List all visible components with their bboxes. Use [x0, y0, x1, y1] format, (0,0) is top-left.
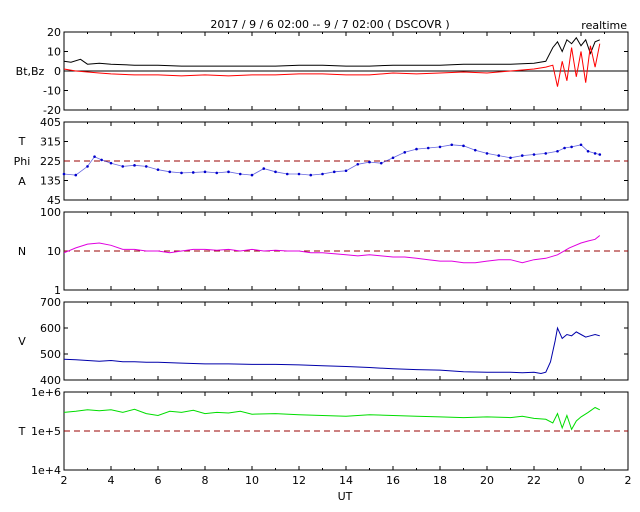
phi-trace: [63, 144, 600, 176]
phi-ytick-label: 315: [40, 136, 61, 149]
phi-ytick-label: 135: [40, 175, 61, 188]
density-ytick-label: 1: [54, 284, 61, 297]
bz-line: [63, 43, 601, 87]
magnetic-ytick-label: -10: [43, 85, 61, 98]
x-tick-label: 18: [433, 474, 447, 487]
bt-line: [63, 36, 600, 67]
phi-ytick-label: 45: [47, 194, 61, 207]
magnetic-ytick-label: 20: [47, 26, 61, 39]
chart-title: 2017 / 9 / 6 02:00 -- 9 / 7 02:00 ( DSCO…: [210, 18, 449, 31]
x-tick-label: 6: [155, 474, 162, 487]
x-tick-label: 12: [292, 474, 306, 487]
temperature-ytick-label: 1e+6: [31, 386, 61, 399]
phi-ylabel-line: Phi: [14, 155, 31, 168]
magnetic-ytick-label: -20: [43, 104, 61, 117]
x-tick-label: 2: [61, 474, 68, 487]
x-tick-label: 14: [339, 474, 353, 487]
x-tick-label: 8: [202, 474, 209, 487]
phi-ytick-label: 225: [40, 155, 61, 168]
magnetic-ytick-label: 0: [54, 65, 61, 78]
panels-group: 20100-10-20Bt,Bz40531522513545TPhiA10010…: [14, 26, 632, 487]
temperature-line: [63, 406, 601, 431]
density-ylabel: N: [18, 245, 26, 258]
phi-ytick-label: 405: [40, 116, 61, 129]
temperature-panel: 1e+6 1e+5 1e+4 T 2 4 6 8 10 12 14 16 18 20 22 0 2: [18, 386, 632, 487]
x-axis-label: UT: [338, 490, 353, 503]
x-tick-label: 16: [386, 474, 400, 487]
x-tick-label: 10: [245, 474, 259, 487]
speed-ytick-label: 700: [40, 296, 61, 309]
x-tick-label: 0: [578, 474, 585, 487]
temperature-ytick-label: 1e+5: [31, 425, 61, 438]
temperature-ytick-label: 1e+4: [31, 464, 61, 477]
speed-panel: 700 600 500 400 V: [18, 296, 629, 387]
phi-ylabel-line: T: [18, 135, 26, 148]
magnetic-ylabel: Bt,Bz: [16, 65, 45, 78]
speed-line: [63, 326, 600, 375]
realtime-label: realtime: [581, 19, 627, 32]
x-tick-label: 2: [625, 474, 632, 487]
speed-ytick-label: 600: [40, 322, 61, 335]
x-tick-label: 20: [480, 474, 494, 487]
x-tick-label: 22: [527, 474, 541, 487]
phi-ylabel-line: A: [18, 175, 26, 188]
temperature-ylabel: T: [18, 425, 26, 438]
density-ytick-label: 10: [47, 245, 61, 258]
speed-ytick-label: 500: [40, 348, 61, 361]
speed-ylabel: V: [18, 335, 26, 348]
magnetic-panel: 20 10 0 -10 -20 Bt,Bz: [16, 26, 629, 117]
phi-panel: 405 315 225 135 45 T Phi A: [14, 116, 629, 207]
speed-ytick-label: 400: [40, 374, 61, 387]
density-ytick-label: 100: [40, 206, 61, 219]
speed-frame: [63, 301, 629, 381]
density-panel: 100 10 1 N: [18, 206, 629, 297]
magnetic-ytick-label: 10: [47, 46, 61, 59]
x-tick-label: 4: [108, 474, 115, 487]
density-line: [63, 235, 601, 264]
